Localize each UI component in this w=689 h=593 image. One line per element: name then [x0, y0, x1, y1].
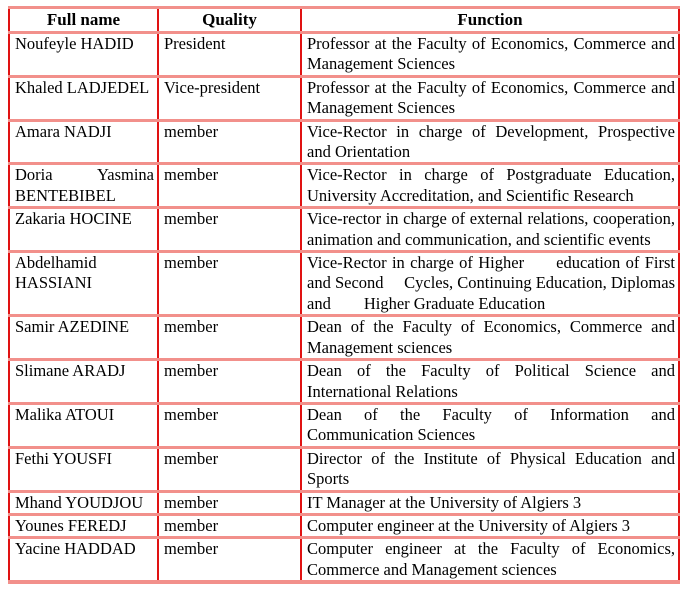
cell-function: Professor at the Faculty of Economics, C… [300, 31, 680, 78]
table-body: Noufeyle HADID President Professor at the … [8, 31, 680, 585]
cell-function: Professor at the Faculty of Economics, C… [300, 74, 680, 122]
cell-quality: Vice-president [157, 74, 302, 122]
cell-function: Computer engineer at the University of A… [300, 512, 680, 540]
table-row: Slimane ARADJ member Dean of the Faculty o… [8, 358, 680, 405]
table-row: Samir AZEDINE member Dean of the Faculty o… [8, 314, 680, 362]
cell-name: Fethi YOUSFI [8, 445, 159, 493]
cell-quality: member [157, 401, 302, 449]
cell-quality: member [157, 162, 302, 210]
cell-quality: member [157, 512, 302, 540]
cell-name: Yacine HADDAD [8, 536, 159, 585]
cell-quality: member [157, 536, 302, 585]
cell-name: Younes FEREDJ [8, 512, 159, 540]
cell-function: Vice-rector in charge of external relati… [300, 206, 680, 254]
cell-function: Vice-Rector in charge of Postgraduate Ed… [300, 162, 680, 210]
column-header-function: Function [300, 6, 680, 34]
cell-name: Mhand YOUDJOU [8, 489, 159, 516]
cell-quality: member [157, 206, 302, 254]
cell-function: Dean of the Faculty of Economics, Commer… [300, 314, 680, 362]
cell-name: Slimane ARADJ [8, 358, 159, 405]
column-header-quality: Quality [157, 6, 302, 34]
cell-quality: member [157, 250, 302, 318]
cell-function: Vice-Rector in charge of Higher educatio… [300, 250, 680, 318]
cell-quality: member [157, 489, 302, 516]
table-row: Younes FEREDJ member Computer engineer at … [8, 512, 680, 540]
table-row: Mhand YOUDJOU member IT Manager at the Uni… [8, 489, 680, 516]
cell-function: Vice-Rector in charge of Development, Pr… [300, 118, 680, 166]
cell-quality: member [157, 118, 302, 166]
table-row: Doria Yasmina BENTEBIBEL member Vice-Recto… [8, 162, 680, 210]
cell-name: Zakaria HOCINE [8, 206, 159, 254]
table-row: Noufeyle HADID President Professor at the … [8, 31, 680, 78]
cell-quality: member [157, 314, 302, 362]
column-header-name: Full name [8, 6, 159, 34]
cell-name: Khaled LADJEDEL [8, 74, 159, 122]
cell-quality: President [157, 31, 302, 78]
cell-quality: member [157, 358, 302, 405]
committee-members-table: Full name Quality Function Noufeyle HADID P… [8, 6, 680, 585]
cell-function: Computer engineer at the Faculty of Econ… [300, 536, 680, 585]
cell-quality: member [157, 445, 302, 493]
cell-name: Malika ATOUI [8, 401, 159, 449]
cell-function: Dean of the Faculty of Political Science… [300, 358, 680, 405]
header-row: Full name Quality Function [8, 6, 680, 34]
table-row: Zakaria HOCINE member Vice-rector in charg… [8, 206, 680, 254]
table-row: Yacine HADDAD member Computer engineer at … [8, 536, 680, 585]
table-row: Abdelhamid HASSIANI member Vice-Rector in … [8, 250, 680, 318]
cell-name: Noufeyle HADID [8, 31, 159, 78]
cell-name: Samir AZEDINE [8, 314, 159, 362]
table-row: Fethi YOUSFI member Director of the Instit… [8, 445, 680, 493]
cell-function: IT Manager at the University of Algiers … [300, 489, 680, 516]
cell-name: Doria Yasmina BENTEBIBEL [8, 162, 159, 210]
table-row: Malika ATOUI member Dean of the Faculty of… [8, 401, 680, 449]
cell-name: Amara NADJI [8, 118, 159, 166]
table-row: Amara NADJI member Vice-Rector in charge o… [8, 118, 680, 166]
cell-function: Director of the Institute of Physical Ed… [300, 445, 680, 493]
table-row: Khaled LADJEDEL Vice-president Professor a… [8, 74, 680, 122]
cell-name: Abdelhamid HASSIANI [8, 250, 159, 318]
table-header: Full name Quality Function [8, 6, 680, 34]
cell-function: Dean of the Faculty of Information and C… [300, 401, 680, 449]
